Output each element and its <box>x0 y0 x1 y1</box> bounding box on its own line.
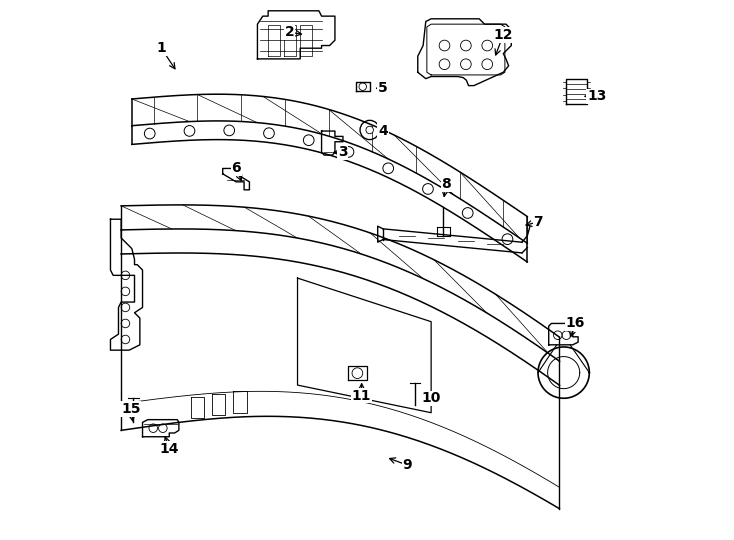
Text: 14: 14 <box>159 442 179 456</box>
Text: 3: 3 <box>338 145 348 159</box>
Text: 11: 11 <box>352 389 371 403</box>
Text: 15: 15 <box>121 402 140 416</box>
Text: 4: 4 <box>378 124 388 138</box>
Text: 16: 16 <box>566 316 585 330</box>
Text: 10: 10 <box>421 392 441 405</box>
Text: 1: 1 <box>156 41 166 55</box>
Text: 12: 12 <box>493 28 513 42</box>
Text: 5: 5 <box>378 82 388 95</box>
Text: 6: 6 <box>231 161 241 176</box>
Circle shape <box>366 126 374 134</box>
Text: 13: 13 <box>587 89 606 103</box>
Text: 2: 2 <box>285 25 294 39</box>
Text: 9: 9 <box>402 458 412 472</box>
Text: 7: 7 <box>533 215 543 229</box>
Text: 8: 8 <box>441 178 451 192</box>
